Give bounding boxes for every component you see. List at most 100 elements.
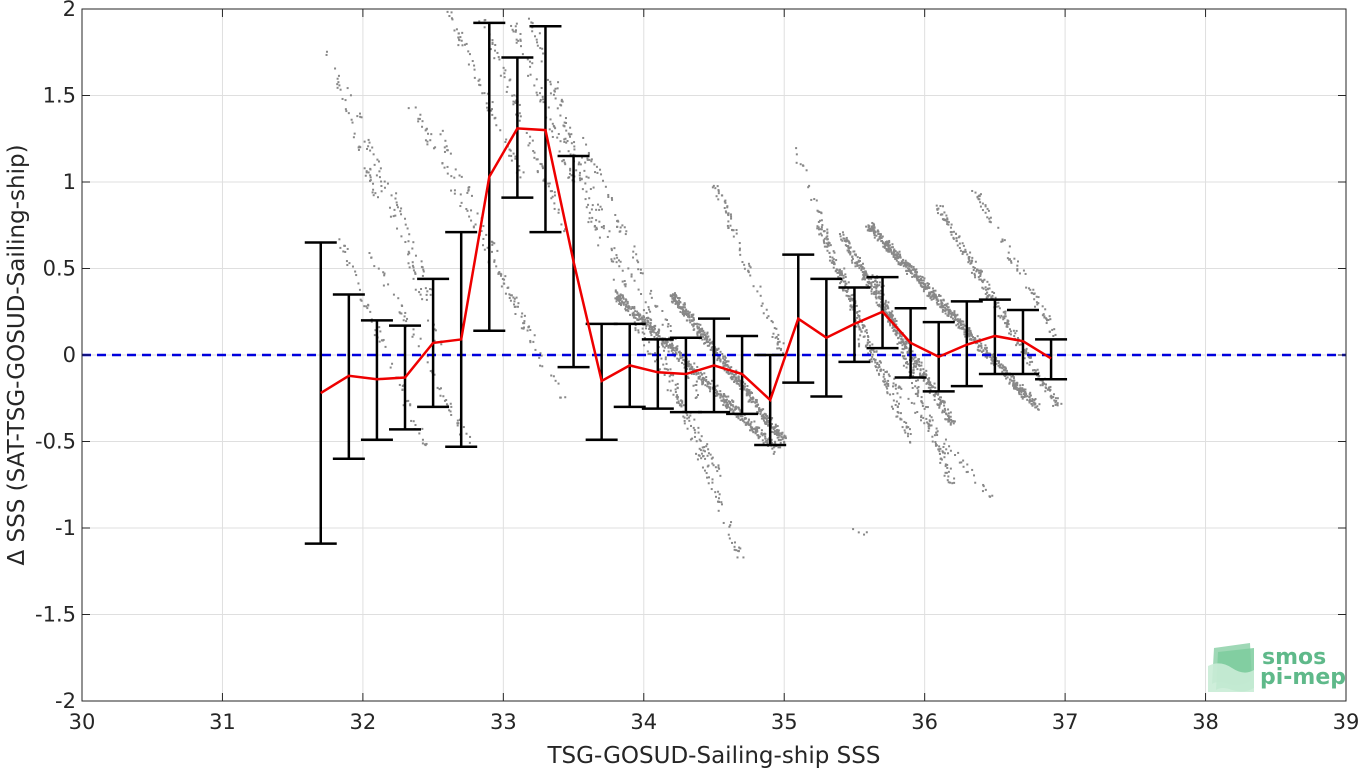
scatter-point [950,223,953,226]
scatter-point [686,375,689,378]
scatter-point [602,179,605,182]
scatter-point [979,272,982,275]
scatter-point [919,369,922,372]
scatter-point [997,305,1000,308]
scatter-point [1044,390,1047,393]
scatter-point [735,378,738,381]
scatter-point [540,354,543,357]
scatter-point [583,169,586,172]
scatter-point [725,404,728,407]
scatter-point [700,435,703,438]
scatter-point [565,129,568,132]
scatter-point [894,387,897,390]
scatter-point [957,451,960,454]
scatter-point [863,335,866,338]
scatter-point [772,431,775,434]
scatter-point [667,344,670,347]
scatter-point [964,335,967,338]
scatter-point [735,405,738,408]
scatter-point [1006,319,1009,322]
scatter-point [1023,390,1026,393]
scatter-point [382,338,385,341]
scatter-point [383,272,386,275]
scatter-point [502,66,505,69]
scatter-point [1049,395,1052,398]
scatter-point [941,411,944,414]
scatter-point [669,343,672,346]
scatter-point [616,225,619,228]
scatter-point [677,358,680,361]
scatter-point [738,249,741,252]
scatter-point [940,400,943,403]
scatter-point [1049,318,1052,321]
scatter-point [735,382,738,385]
scatter-point [467,63,470,66]
scatter-point [691,314,694,317]
scatter-point [884,307,887,310]
scatter-point [670,349,673,352]
scatter-point [541,365,544,368]
scatter-point [969,332,972,335]
scatter-point [683,303,686,306]
scatter-point [514,100,517,103]
scatter-point [778,434,781,437]
scatter-point [926,284,929,287]
scatter-point [870,292,873,295]
scatter-point [554,379,557,382]
scatter-point [369,176,372,179]
scatter-point [934,442,937,445]
scatter-point [808,184,811,187]
scatter-point [470,209,473,212]
scatter-point [867,277,870,280]
scatter-point [632,311,635,314]
scatter-point [912,358,915,361]
scatter-point [912,369,915,372]
scatter-point [1016,381,1019,384]
scatter-point [953,313,956,316]
scatter-point [675,348,678,351]
scatter-point [617,259,620,262]
scatter-point [951,420,954,423]
scatter-point [472,226,475,229]
scatter-point [412,333,415,336]
scatter-point [759,413,762,416]
scatter-point [424,129,427,132]
scatter-point [916,393,919,396]
scatter-point [1030,403,1033,406]
scatter-point [859,265,862,268]
scatter-point [747,262,750,265]
scatter-point [898,402,901,405]
scatter-point [614,297,617,300]
scatter-point [650,289,653,292]
scatter-point [688,316,691,319]
scatter-point [587,221,590,224]
scatter-point [693,428,696,431]
scatter-point [784,435,787,438]
scatter-point [735,376,738,379]
scatter-point [610,249,613,252]
scatter-point [757,435,760,438]
scatter-point [936,212,939,215]
scatter-point [1024,388,1027,391]
scatter-point [549,83,552,86]
scatter-point [973,337,976,340]
scatter-point [633,279,636,282]
scatter-point [710,341,713,344]
scatter-point [777,446,780,449]
scatter-point [554,97,557,100]
scatter-point [640,316,643,319]
scatter-point [551,130,554,133]
scatter-point [367,145,370,148]
scatter-point [569,153,572,156]
scatter-point [923,373,926,376]
scatter-point [516,305,519,308]
scatter-point [705,336,708,339]
scatter-point [359,298,362,301]
scatter-point [687,360,690,363]
scatter-point [735,232,738,235]
scatter-point [830,261,833,264]
scatter-point [738,247,741,250]
scatter-point [899,333,902,336]
scatter-point [847,240,850,243]
scatter-point [405,400,408,403]
